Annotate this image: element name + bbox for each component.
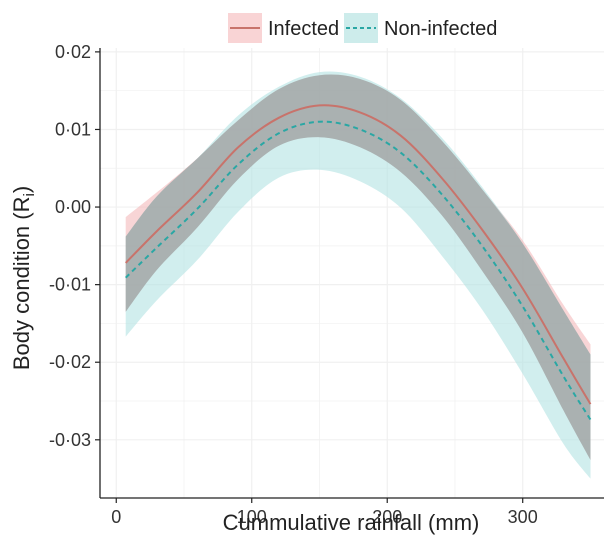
legend-infected-label: Infected xyxy=(268,18,339,40)
x-tick-label: 200 xyxy=(372,507,402,527)
y-tick-label: -0·01 xyxy=(49,275,91,295)
y-axis-label-main: Body condition (R xyxy=(9,197,34,371)
series-line-non-infected xyxy=(124,120,592,421)
confidence-ribbons xyxy=(125,71,591,479)
x-axis-label: Cummulative rainfall (mm) xyxy=(223,510,480,535)
axes xyxy=(99,48,604,499)
y-tick-labels: 0·02 0·01 0·00 -0·01 -0·02 -0·03 xyxy=(49,42,100,450)
x-tick-label: 100 xyxy=(237,507,267,527)
x-tick-labels: 0 100 200 300 xyxy=(111,498,538,527)
x-tick-label: 300 xyxy=(508,507,538,527)
legend-noninfected-label: Non-infected xyxy=(384,18,497,40)
y-tick-label: 0·02 xyxy=(55,42,91,62)
confidence-ribbon-overlap xyxy=(125,74,591,460)
y-tick-label: -0·02 xyxy=(49,352,91,372)
series-line-infected xyxy=(124,104,592,405)
y-tick-label: 0·01 xyxy=(55,119,91,139)
y-axis-label-close: ) xyxy=(9,186,34,193)
y-axis-label: Body condition (Ri) xyxy=(9,186,38,370)
legend: Infected Non-infected xyxy=(228,13,497,43)
x-tick-label: 0 xyxy=(111,507,121,527)
y-axis-label-subscript: i xyxy=(21,193,38,196)
y-tick-label: 0·00 xyxy=(55,197,91,217)
series-lines xyxy=(124,104,592,421)
y-tick-label: -0·03 xyxy=(49,430,91,450)
